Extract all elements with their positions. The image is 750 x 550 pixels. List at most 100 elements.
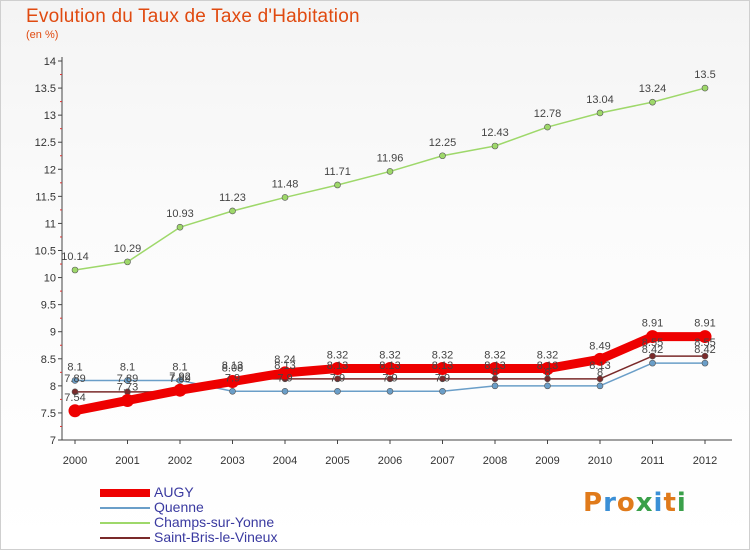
data-point [701, 84, 709, 92]
data-label: 13.04 [586, 94, 614, 106]
y-tick-label: 10.5 [35, 246, 56, 258]
brand-letter: P [583, 488, 604, 518]
data-label: 8.32 [537, 350, 558, 362]
data-label: 8.32 [379, 350, 400, 362]
data-point [176, 377, 184, 384]
legend-swatch [100, 522, 150, 524]
data-label: 7.9 [225, 372, 240, 384]
brand-letter: r [603, 488, 617, 518]
data-label: 10.29 [114, 243, 142, 255]
data-point [646, 330, 659, 344]
data-label: 7.92 [169, 371, 190, 383]
data-label: 7.9 [382, 372, 397, 384]
data-point [281, 387, 289, 395]
data-label: 8.32 [432, 350, 453, 362]
data-label: 7.9 [330, 372, 345, 384]
data-point [334, 181, 341, 189]
data-label: 11.23 [219, 192, 246, 204]
x-tick-label: 2010 [588, 455, 612, 467]
data-label: 8.13 [432, 360, 453, 372]
y-tick-label: 8 [50, 381, 56, 393]
y-tick-label: 11 [45, 218, 56, 230]
x-tick-label: 2004 [273, 455, 297, 467]
y-tick-label: 12 [44, 164, 56, 176]
x-tick-label: 2007 [430, 455, 454, 467]
data-point [226, 375, 239, 389]
brand-letter: x [635, 488, 654, 518]
data-point [649, 359, 656, 367]
x-tick-label: 2000 [63, 455, 87, 467]
data-label: 8.91 [642, 318, 663, 330]
data-point [701, 359, 709, 367]
y-tick-label: 14 [44, 56, 56, 68]
data-point [173, 383, 187, 397]
data-label: 8.49 [589, 340, 610, 352]
data-point [701, 352, 709, 360]
x-tick-label: 2003 [220, 455, 244, 467]
data-label: 8.42 [642, 344, 663, 356]
data-label: 8.91 [694, 318, 715, 330]
data-point [436, 362, 449, 376]
data-point [649, 352, 656, 360]
data-label: 7.89 [64, 373, 85, 385]
y-tick-label: 7 [50, 435, 56, 447]
legend-swatch [100, 489, 150, 497]
data-point [124, 377, 131, 384]
data-point [71, 388, 79, 396]
data-label: 7.54 [64, 392, 85, 404]
data-label: 8.32 [327, 350, 348, 362]
data-point [596, 382, 604, 390]
data-label: 7.89 [169, 373, 190, 385]
data-label: 10.93 [166, 208, 194, 220]
legend-label: AUGY [154, 484, 194, 500]
data-point [439, 152, 446, 160]
data-label: 8 [544, 367, 550, 379]
y-tick-label: 10 [44, 273, 56, 285]
data-label: 13.5 [694, 69, 715, 81]
data-label: 8.13 [484, 360, 505, 372]
data-point [544, 123, 551, 131]
brand-logo: Proxiti [583, 488, 687, 518]
data-label: 8.1 [67, 361, 82, 373]
legend-label: Champs-sur-Yonne [154, 514, 275, 530]
legend-label: Quenne [154, 499, 204, 515]
brand-letter: o [616, 488, 636, 518]
chart-unit: (en %) [26, 29, 59, 41]
data-label: 8.32 [484, 350, 505, 362]
data-point [124, 258, 131, 266]
legend-swatch [100, 507, 150, 509]
data-point [71, 266, 79, 274]
x-tick-label: 2008 [483, 455, 507, 467]
legend-label: Saint-Bris-le-Vineux [154, 529, 278, 545]
data-label: 8.1 [172, 361, 187, 373]
data-point [229, 207, 236, 215]
data-point [649, 98, 656, 106]
brand-letter: t [663, 488, 677, 518]
y-tick-label: 12.5 [35, 137, 56, 149]
data-point [596, 109, 604, 117]
data-label: 11.48 [272, 178, 299, 190]
data-label: 7.89 [117, 373, 138, 385]
y-tick-label: 13.5 [35, 83, 56, 95]
data-label: 8.42 [694, 344, 715, 356]
data-point [71, 377, 79, 384]
data-label: 12.78 [534, 108, 562, 120]
data-label: 7.9 [435, 372, 450, 384]
data-point [176, 223, 184, 231]
y-tick-label: 7.5 [41, 408, 56, 420]
x-tick-label: 2012 [693, 455, 717, 467]
data-label: 8 [597, 367, 603, 379]
data-label: 8.55 [642, 337, 663, 349]
y-tick-label: 8.5 [41, 354, 56, 366]
data-point [439, 375, 446, 383]
brand-letter: i [676, 488, 687, 518]
data-point [68, 404, 82, 418]
y-tick-label: 13 [44, 110, 56, 122]
data-label: 7.9 [277, 372, 292, 384]
data-point [491, 382, 499, 390]
data-point [698, 330, 712, 344]
data-label: 8 [492, 367, 498, 379]
data-label: 13.24 [639, 83, 667, 95]
data-label: 8.13 [274, 360, 295, 372]
